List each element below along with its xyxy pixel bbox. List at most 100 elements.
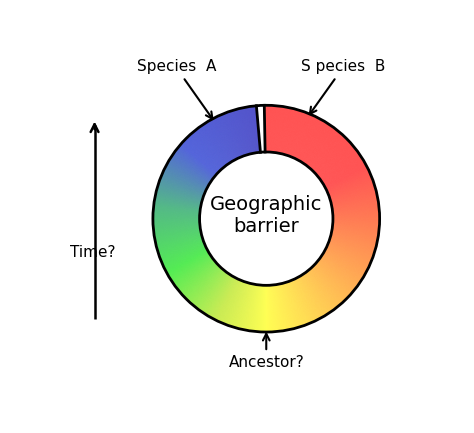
Wedge shape xyxy=(242,108,252,154)
Wedge shape xyxy=(157,237,202,250)
Wedge shape xyxy=(271,285,274,332)
Wedge shape xyxy=(173,154,211,181)
Wedge shape xyxy=(162,245,205,264)
Wedge shape xyxy=(172,156,211,182)
Wedge shape xyxy=(188,137,220,171)
Wedge shape xyxy=(164,171,206,191)
Wedge shape xyxy=(328,175,371,193)
Wedge shape xyxy=(319,259,357,287)
Wedge shape xyxy=(272,285,275,332)
Wedge shape xyxy=(282,284,293,329)
Wedge shape xyxy=(237,109,249,154)
Wedge shape xyxy=(330,237,375,250)
Wedge shape xyxy=(328,245,371,263)
Wedge shape xyxy=(217,117,237,159)
Wedge shape xyxy=(175,258,212,286)
Wedge shape xyxy=(293,280,312,323)
Wedge shape xyxy=(231,282,246,326)
Wedge shape xyxy=(211,277,234,318)
Wedge shape xyxy=(333,220,380,222)
Wedge shape xyxy=(191,133,222,168)
Wedge shape xyxy=(183,264,218,296)
Wedge shape xyxy=(245,107,254,153)
Wedge shape xyxy=(301,275,326,315)
Wedge shape xyxy=(215,118,236,159)
Wedge shape xyxy=(247,107,255,153)
Wedge shape xyxy=(234,110,247,155)
Wedge shape xyxy=(183,264,218,296)
Wedge shape xyxy=(267,105,268,152)
Wedge shape xyxy=(173,256,211,283)
Wedge shape xyxy=(223,280,241,323)
Wedge shape xyxy=(322,156,361,182)
Wedge shape xyxy=(194,270,224,306)
Wedge shape xyxy=(163,246,206,265)
Wedge shape xyxy=(225,113,242,157)
Wedge shape xyxy=(304,273,331,312)
Wedge shape xyxy=(188,267,220,301)
Wedge shape xyxy=(309,132,339,168)
Wedge shape xyxy=(328,177,372,194)
Wedge shape xyxy=(329,240,374,256)
Wedge shape xyxy=(326,249,367,271)
Wedge shape xyxy=(162,175,205,193)
Wedge shape xyxy=(303,124,329,163)
Wedge shape xyxy=(203,125,229,163)
Wedge shape xyxy=(252,106,258,152)
Wedge shape xyxy=(176,259,213,287)
Wedge shape xyxy=(263,285,264,332)
Wedge shape xyxy=(325,251,366,273)
Wedge shape xyxy=(328,245,371,263)
Wedge shape xyxy=(308,129,337,166)
Wedge shape xyxy=(248,107,255,153)
Wedge shape xyxy=(193,269,223,305)
Wedge shape xyxy=(301,275,326,315)
Wedge shape xyxy=(155,197,201,206)
Wedge shape xyxy=(294,279,314,322)
Wedge shape xyxy=(327,172,370,191)
Wedge shape xyxy=(170,254,210,278)
Wedge shape xyxy=(328,174,371,193)
Wedge shape xyxy=(311,134,342,169)
Wedge shape xyxy=(286,110,300,155)
Wedge shape xyxy=(167,251,208,274)
Wedge shape xyxy=(164,247,206,267)
Wedge shape xyxy=(165,249,207,270)
Wedge shape xyxy=(325,165,366,187)
Wedge shape xyxy=(156,190,202,202)
Wedge shape xyxy=(183,141,218,173)
Wedge shape xyxy=(254,285,259,331)
Wedge shape xyxy=(292,281,309,324)
Wedge shape xyxy=(225,281,242,324)
Wedge shape xyxy=(283,109,294,154)
Wedge shape xyxy=(206,122,231,162)
Wedge shape xyxy=(242,108,252,154)
Wedge shape xyxy=(154,226,200,232)
Wedge shape xyxy=(169,253,210,278)
Wedge shape xyxy=(273,285,278,332)
Wedge shape xyxy=(251,285,257,331)
Wedge shape xyxy=(297,278,318,320)
Wedge shape xyxy=(275,285,281,331)
Wedge shape xyxy=(284,283,298,328)
Wedge shape xyxy=(328,178,372,195)
Wedge shape xyxy=(312,267,345,301)
Wedge shape xyxy=(175,259,213,286)
Wedge shape xyxy=(329,239,374,254)
Wedge shape xyxy=(155,232,201,242)
Wedge shape xyxy=(327,171,369,191)
Wedge shape xyxy=(278,107,286,153)
Wedge shape xyxy=(206,275,231,315)
Wedge shape xyxy=(155,229,201,237)
Wedge shape xyxy=(300,121,323,161)
Wedge shape xyxy=(267,105,268,152)
Wedge shape xyxy=(299,120,322,161)
Wedge shape xyxy=(162,244,205,262)
Wedge shape xyxy=(296,117,318,159)
Wedge shape xyxy=(283,283,295,329)
Wedge shape xyxy=(269,105,271,152)
Wedge shape xyxy=(223,114,241,157)
Wedge shape xyxy=(256,106,260,152)
Wedge shape xyxy=(333,206,379,211)
Wedge shape xyxy=(300,121,324,162)
